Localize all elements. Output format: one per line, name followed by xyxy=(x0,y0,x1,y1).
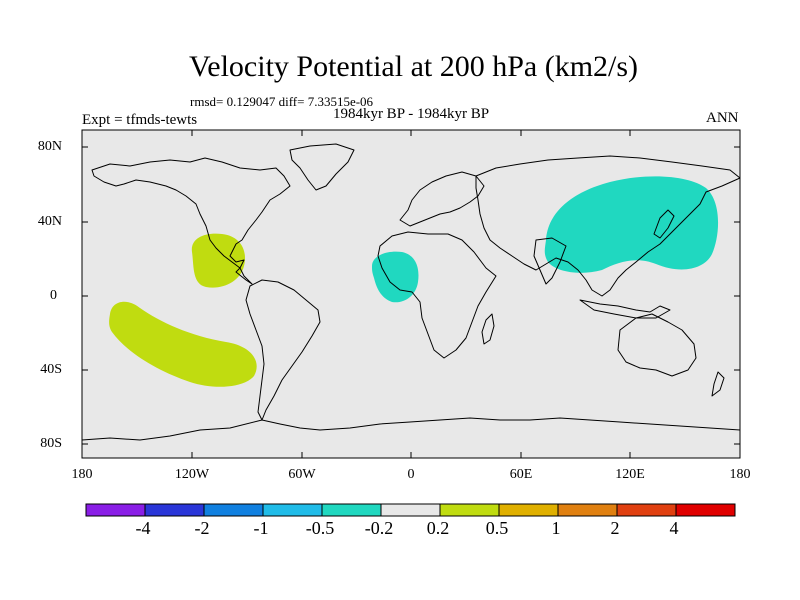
colorbar-box xyxy=(144,503,205,517)
colorbar-label: 1 xyxy=(551,518,561,538)
coastline-greenland xyxy=(289,143,355,191)
colorbar-box xyxy=(321,503,382,517)
colorbar-box xyxy=(262,503,323,517)
coastline-europe xyxy=(399,171,485,227)
plot-title: Velocity Potential at 200 hPa (km2/s) xyxy=(188,50,639,83)
stats-text: rmsd= 0.129047 diff= 7.33515e-06 xyxy=(190,94,374,109)
experiment-label: Expt = tfmds-tewts xyxy=(82,112,198,128)
coastline-australia xyxy=(617,313,697,377)
colorbar-label: 0.2 xyxy=(426,518,450,538)
coastline-asia xyxy=(475,155,741,297)
coastline-india xyxy=(533,237,567,285)
lat-tick-label: 0 xyxy=(50,288,57,303)
lat-tick-label: 80S xyxy=(40,436,62,451)
axis-ticks xyxy=(81,130,741,458)
coastline-japan xyxy=(653,209,675,239)
lon-tick-label: 180 xyxy=(71,467,93,482)
lat-tick-label: 80N xyxy=(37,139,62,154)
colorbar-box xyxy=(616,503,677,517)
lat-tick-label: 40N xyxy=(37,214,62,229)
period-label: 1984kyr BP - 1984kyr BP xyxy=(332,106,490,122)
colorbar-label: -0.5 xyxy=(305,518,335,538)
season-label: ANN xyxy=(706,110,739,126)
colorbar-label: -4 xyxy=(135,518,151,538)
coastline-madagascar xyxy=(481,313,495,345)
colorbar-box xyxy=(439,503,500,517)
colorbar-box xyxy=(675,503,736,517)
lon-tick-label: 120W xyxy=(174,467,210,482)
anomaly-regions xyxy=(109,176,719,387)
anomaly-region-eastern-pacific xyxy=(191,233,246,288)
colorbar-label: 2 xyxy=(610,518,620,538)
anomaly-region-south-pacific xyxy=(109,301,257,387)
anomaly-region-west-africa xyxy=(372,251,419,303)
lon-tick-label: 120E xyxy=(615,467,645,482)
colorbar-label: 0.5 xyxy=(485,518,509,538)
coastlines xyxy=(81,143,741,441)
lon-tick-label: 0 xyxy=(407,467,415,482)
lon-tick-label: 60E xyxy=(509,467,533,482)
colorbar-label: -1 xyxy=(253,518,269,538)
coastline-antarctica xyxy=(81,417,741,441)
colorbar-box xyxy=(498,503,559,517)
coastline-south-america xyxy=(245,279,321,421)
coastline-new-zealand xyxy=(711,371,725,397)
lon-tick-label: 60W xyxy=(288,467,316,482)
colorbar-box xyxy=(557,503,618,517)
colorbar-box xyxy=(85,503,146,517)
colorbar-box xyxy=(203,503,264,517)
anomaly-region-east-asia xyxy=(544,176,719,273)
lat-tick-label: 40S xyxy=(40,362,62,377)
coastline-indonesia xyxy=(579,299,671,319)
coastline-africa xyxy=(377,231,497,359)
colorbar-label: 4 xyxy=(669,518,679,538)
colorbar-label: -0.2 xyxy=(364,518,394,538)
colorbar-box xyxy=(380,503,441,517)
coastline-north-america xyxy=(91,157,291,285)
lon-tick-label: 180 xyxy=(729,467,751,482)
colorbar-label: -2 xyxy=(194,518,210,538)
